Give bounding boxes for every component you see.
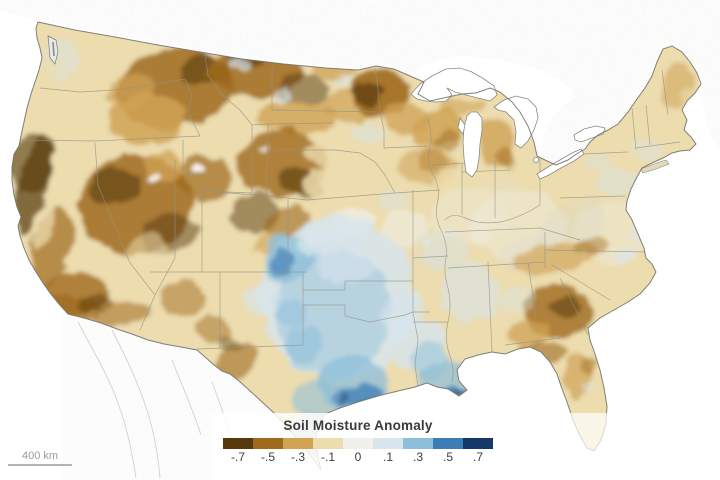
anomaly-blob <box>378 189 410 211</box>
legend-tick-label: .1 <box>382 450 393 464</box>
legend-tick-label: .5 <box>442 450 453 464</box>
anomaly-blob <box>94 302 150 326</box>
anomaly-blob <box>274 88 292 100</box>
scale-bar-label: 400 km <box>21 450 59 462</box>
legend-tick-label: -.1 <box>320 450 335 464</box>
legend-title: Soil Moisture Anomaly <box>283 418 433 433</box>
anomaly-blob <box>302 139 358 165</box>
lake-st-clair <box>533 156 540 163</box>
legend-swatch <box>253 438 283 449</box>
puget-sound <box>47 35 59 65</box>
anomaly-blob <box>596 279 628 301</box>
anomaly-blob <box>229 60 251 72</box>
anomaly-blob <box>578 382 598 394</box>
legend-labels: -.7 -.5 -.3 -.1 0 .1 .3 .5 .7 <box>223 450 493 464</box>
anomaly-blob <box>610 248 638 264</box>
anomaly-blob <box>335 76 355 88</box>
green-bay <box>457 117 466 135</box>
anomaly-blob <box>197 317 231 343</box>
legend-swatches <box>223 438 493 449</box>
lake-ontario <box>573 125 606 143</box>
legend-swatch <box>463 438 493 449</box>
anomaly-blob <box>12 137 52 193</box>
anomaly-blob <box>274 302 308 328</box>
anomaly-blob <box>163 281 205 317</box>
anomaly-blob <box>293 379 343 417</box>
anomaly-blob <box>271 252 295 272</box>
anomaly-blob <box>89 167 139 205</box>
legend-swatch <box>223 438 253 449</box>
legend-tick-label: -.5 <box>260 450 275 464</box>
legend-swatch <box>403 438 433 449</box>
lake-huron <box>493 95 539 149</box>
scale-bar: 400 km <box>8 450 72 466</box>
anomaly-blob <box>500 287 536 313</box>
anomaly-blob <box>110 76 154 108</box>
anomaly-blob <box>40 58 60 102</box>
legend-swatch <box>313 438 343 449</box>
anomaly-blob <box>258 99 338 135</box>
anomaly-blob <box>433 130 463 150</box>
anomaly-blob <box>124 263 176 303</box>
long-island <box>640 159 670 174</box>
anomaly-blob <box>174 154 234 202</box>
state-borders <box>18 54 681 388</box>
anomaly-blob <box>356 147 412 179</box>
anomaly-blob <box>420 228 468 272</box>
anomaly-blob <box>257 147 267 153</box>
anomaly-blob <box>318 240 374 284</box>
legend-swatch <box>343 438 373 449</box>
anomaly-blob <box>584 153 612 171</box>
anomaly-blob <box>440 263 500 323</box>
anomaly-blob <box>579 355 597 369</box>
anomaly-blob <box>147 174 161 182</box>
anomaly-blob <box>244 285 282 315</box>
legend-swatch <box>373 438 403 449</box>
legend-tick-label: 0 <box>354 450 362 464</box>
anomaly-blob <box>283 327 325 361</box>
legend: Soil Moisture Anomaly -.7 -.5 -.3 -.1 0 .1 .3.… <box>218 418 498 464</box>
anomaly-blob <box>384 210 432 246</box>
anomaly-blob <box>438 98 486 114</box>
legend-tick-label: .3 <box>412 450 423 464</box>
anomaly-blob <box>598 168 638 196</box>
anomaly-blob <box>35 190 55 250</box>
anomaly-blob <box>350 82 384 106</box>
legend-tick-label: .7 <box>472 450 483 464</box>
great-lakes <box>410 67 606 180</box>
anomaly-blob <box>126 236 174 268</box>
legend-tick-label: -.7 <box>230 450 245 464</box>
legend-swatch <box>433 438 463 449</box>
anomaly-blob <box>551 297 581 317</box>
anomaly-blob <box>188 165 204 175</box>
canada-relief <box>0 0 720 165</box>
scale-bar-line <box>8 464 72 466</box>
legend-tick-label: -.3 <box>290 450 305 464</box>
legend-swatch <box>283 438 313 449</box>
lake-michigan <box>462 111 483 178</box>
